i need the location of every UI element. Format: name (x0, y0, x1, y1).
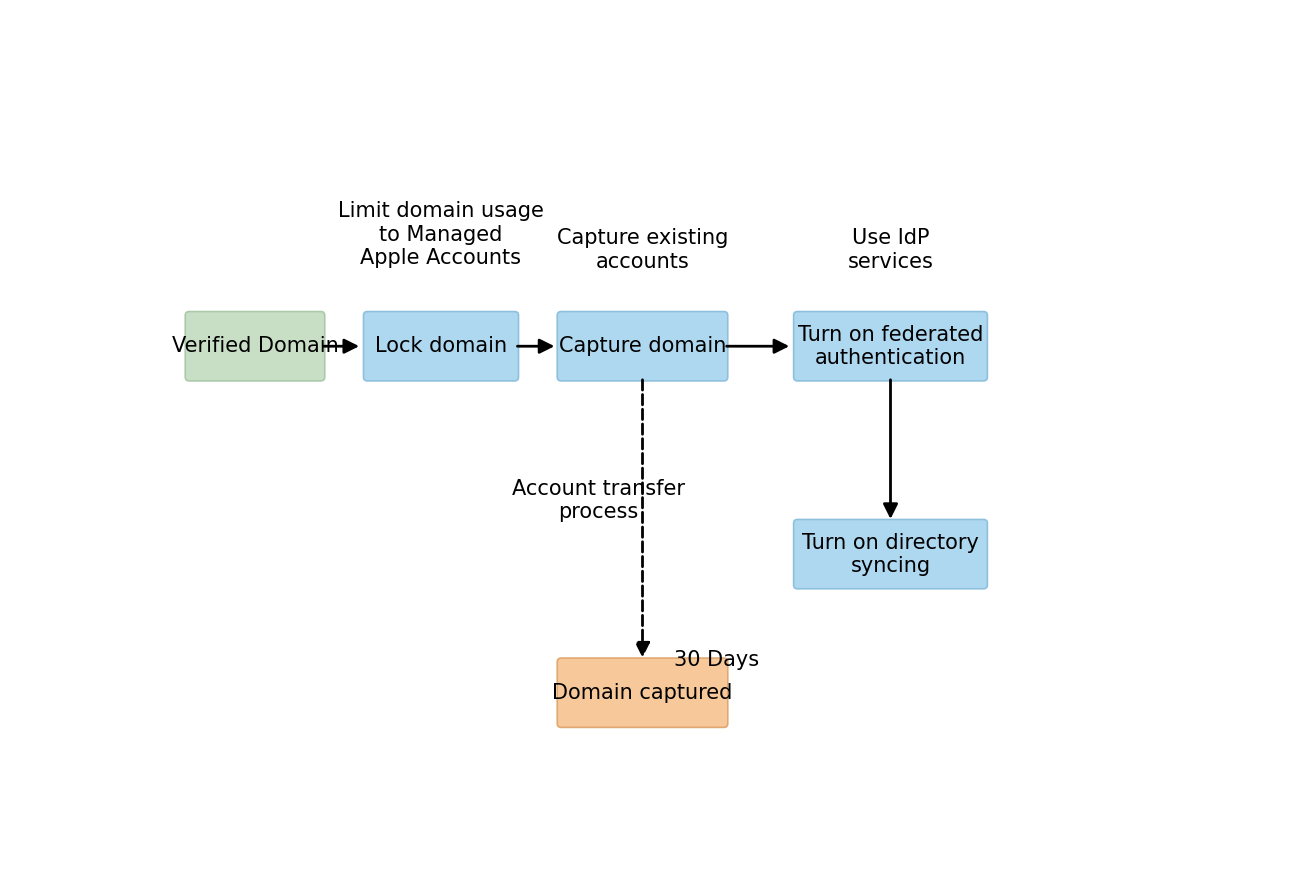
Text: Verified Domain: Verified Domain (171, 336, 338, 357)
FancyBboxPatch shape (557, 312, 728, 381)
Text: Lock domain: Lock domain (375, 336, 507, 357)
Text: Turn on federated
authentication: Turn on federated authentication (798, 324, 984, 368)
FancyBboxPatch shape (793, 312, 988, 381)
FancyBboxPatch shape (557, 658, 728, 728)
Text: Capture domain: Capture domain (559, 336, 726, 357)
Text: Account transfer
process: Account transfer process (512, 478, 684, 521)
FancyBboxPatch shape (793, 520, 988, 589)
Text: Domain captured: Domain captured (552, 683, 732, 702)
FancyBboxPatch shape (185, 312, 325, 381)
Text: 30 Days: 30 Days (674, 650, 758, 670)
Text: Limit domain usage
to Managed
Apple Accounts: Limit domain usage to Managed Apple Acco… (338, 202, 544, 268)
Text: Capture existing
accounts: Capture existing accounts (557, 228, 728, 271)
Text: Use IdP
services: Use IdP services (848, 228, 933, 271)
Text: Turn on directory
syncing: Turn on directory syncing (802, 532, 978, 576)
FancyBboxPatch shape (363, 312, 518, 381)
